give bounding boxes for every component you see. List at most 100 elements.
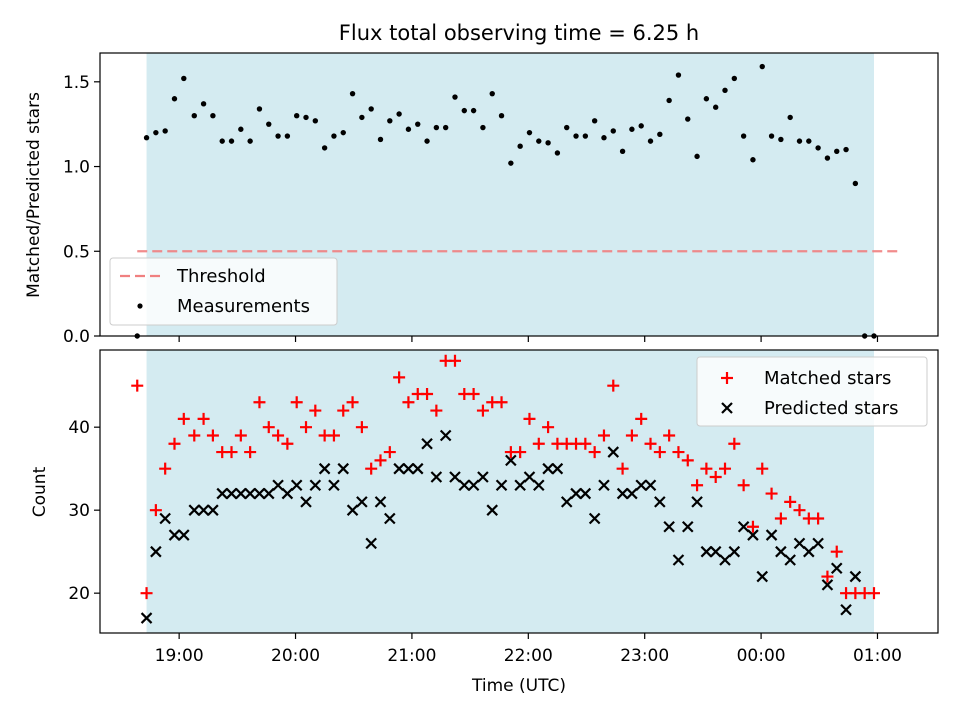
matched-star-point [131, 379, 144, 392]
predicted-star-point [654, 496, 666, 508]
measurement-point [619, 148, 626, 154]
measurement-point [806, 138, 812, 144]
matched-star-point [197, 412, 210, 425]
measurement-point [153, 129, 159, 136]
predicted-star-point [672, 554, 685, 566]
predicted-star-point [467, 479, 480, 492]
legend-threshold-label: Threshold [176, 266, 266, 287]
predicted-star-point [607, 446, 620, 458]
measurement-point [219, 138, 225, 144]
matched-star-point [300, 421, 313, 434]
matched-star-point [867, 587, 880, 600]
predicted-star-point [719, 554, 731, 566]
predicted-star-point [765, 529, 778, 541]
top-panel: Flux total observing time = 6.25 h Match… [24, 21, 939, 347]
matched-star-point [784, 495, 797, 508]
measurement-point [191, 113, 197, 119]
measurement-points [134, 63, 877, 339]
measurement-point [647, 138, 654, 144]
matched-star-point [225, 446, 238, 459]
predicted-star-point [281, 487, 294, 500]
bottom-y-ticks: 20 30 40 [68, 418, 100, 604]
predicted-star-point [159, 512, 171, 525]
matched-star-point [672, 446, 685, 459]
predicted-star-point [533, 479, 545, 492]
predicted-star-point [579, 487, 592, 500]
matched-star-point [234, 429, 247, 442]
measurement-point [545, 140, 551, 146]
measurement-point [657, 131, 663, 138]
measurement-point [517, 143, 523, 149]
predicted-star-point [737, 520, 750, 533]
x-tick-label: 21:00 [387, 646, 436, 666]
predicted-star-point [747, 529, 759, 541]
measurement-point [834, 148, 840, 154]
measurement-point [238, 126, 244, 132]
predicted-star-point [542, 462, 554, 475]
predicted-star-point [197, 504, 210, 516]
predicted-stars-points [140, 429, 862, 624]
measurement-point [498, 113, 505, 119]
matched-star-point [253, 396, 266, 409]
measurement-point [768, 133, 775, 139]
predicted-star-point [784, 554, 796, 566]
measurement-point [349, 90, 356, 97]
measurement-point [433, 124, 440, 131]
matched-stars-points [131, 354, 880, 600]
predicted-star-point [626, 487, 638, 500]
measurement-point [321, 145, 328, 151]
predicted-star-point [290, 479, 303, 492]
predicted-star-point [830, 562, 843, 575]
measurement-point [675, 72, 682, 78]
measurement-point [778, 136, 784, 143]
measurement-point [247, 138, 253, 144]
predicted-star-point [235, 487, 247, 500]
measurement-point [573, 133, 579, 139]
measurement-point [303, 114, 309, 121]
predicted-star-point [700, 545, 713, 558]
measurement-point [331, 133, 337, 139]
predicted-star-point [318, 462, 331, 475]
measurement-point [508, 160, 514, 166]
matched-star-point [355, 421, 368, 434]
measurement-point [554, 150, 561, 156]
predicted-star-point [140, 612, 153, 624]
matched-star-point [272, 429, 285, 442]
matched-star-point [177, 412, 190, 425]
measurement-point [750, 157, 756, 163]
legend-matched-label: Matched stars [764, 368, 891, 389]
bottom-legend: Matched stars Predicted stars [696, 356, 928, 427]
matched-star-point [709, 470, 722, 483]
predicted-star-point [244, 487, 256, 500]
predicted-star-point [793, 537, 806, 550]
measurement-point [461, 107, 467, 114]
predicted-star-point [365, 537, 377, 550]
measurement-point [787, 114, 793, 121]
matched-star-point [663, 429, 676, 442]
predicted-star-point [309, 479, 322, 492]
top-chart-title: Flux total observing time = 6.25 h [339, 21, 699, 45]
predicted-star-point [374, 496, 387, 508]
matched-star-point [681, 454, 694, 467]
predicted-star-point [328, 479, 340, 492]
measurement-point [359, 114, 365, 121]
matched-star-point [635, 412, 648, 425]
predicted-star-point [663, 520, 675, 533]
matched-star-point [523, 412, 536, 425]
predicted-star-point [150, 545, 162, 558]
predicted-star-point [439, 429, 452, 442]
predicted-star-point [346, 504, 359, 516]
measurement-point [387, 118, 393, 124]
matched-star-point [421, 387, 434, 400]
measurement-point [405, 126, 412, 132]
predicted-star-point [384, 512, 396, 525]
predicted-star-point [477, 471, 489, 483]
matched-star-point [700, 462, 713, 475]
predicted-star-point [598, 479, 610, 492]
matched-star-point [337, 404, 350, 417]
matched-star-point [448, 354, 461, 367]
predicted-star-point [188, 504, 201, 516]
legend-matched-swatch [721, 372, 733, 384]
matched-star-point [737, 479, 750, 492]
measurement-point [731, 75, 738, 82]
